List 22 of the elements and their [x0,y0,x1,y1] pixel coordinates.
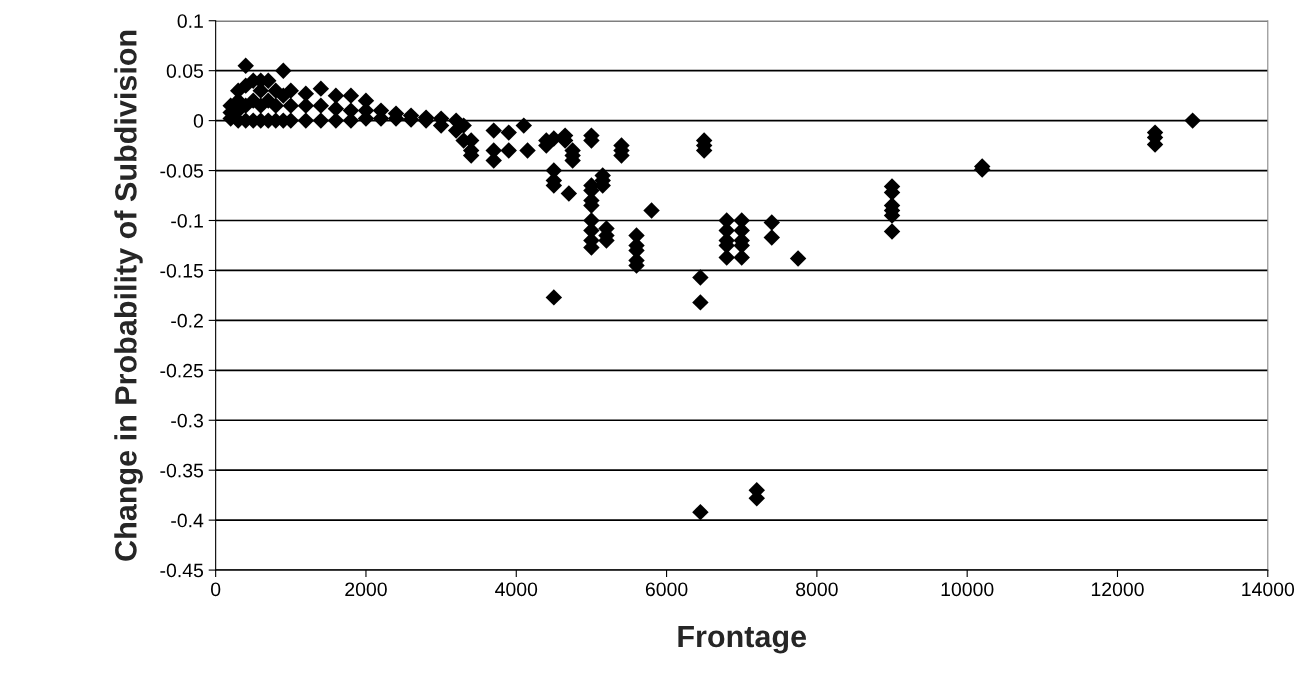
y-tick-label: -0.45 [160,563,204,578]
y-tick-label: -0.4 [171,513,204,528]
y-tick-label: -0.1 [171,213,203,228]
y-tick-label: -0.25 [160,363,204,378]
x-tick-label: 14000 [1242,582,1295,597]
y-tick-label: 0.1 [177,14,203,28]
y-tick-label: 0.05 [166,64,204,78]
x-tick-label: 6000 [645,582,688,597]
y-tick-label: -0.2 [171,313,203,328]
x-tick-label: 0 [211,582,221,597]
y-tick-label: -0.3 [171,413,203,428]
y-axis-title: Change in Probability of Subdivision [114,30,143,561]
y-tick-label: -0.05 [160,164,204,178]
x-tick-label: 4000 [495,582,538,597]
x-axis-title: Frontage [678,625,807,654]
y-tick-label: 0 [193,114,204,128]
x-tick-label: 2000 [345,582,387,597]
x-tick-label: 10000 [941,582,994,597]
y-tick-label: -0.15 [160,263,204,278]
y-tick-label: -0.35 [160,463,204,478]
x-tick-label: 12000 [1091,582,1144,597]
x-tick-label: 8000 [796,582,838,597]
